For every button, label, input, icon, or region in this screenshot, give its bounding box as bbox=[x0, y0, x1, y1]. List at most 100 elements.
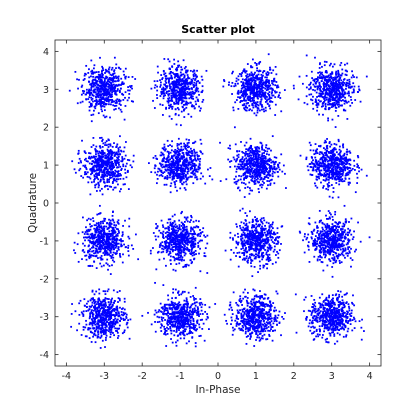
data-point bbox=[91, 82, 94, 85]
data-point bbox=[162, 86, 165, 89]
data-point bbox=[315, 175, 318, 178]
data-point bbox=[241, 156, 244, 159]
data-point bbox=[113, 224, 116, 226]
data-point bbox=[159, 154, 162, 157]
data-point bbox=[342, 95, 345, 98]
data-point bbox=[104, 72, 106, 74]
data-point bbox=[104, 184, 107, 187]
data-point bbox=[113, 235, 116, 238]
data-point bbox=[236, 92, 239, 95]
data-point bbox=[103, 175, 106, 178]
data-point bbox=[323, 79, 326, 81]
data-point bbox=[242, 84, 245, 87]
data-point bbox=[169, 191, 172, 194]
data-point bbox=[271, 135, 274, 138]
data-point bbox=[99, 80, 101, 83]
data-point bbox=[245, 70, 248, 73]
data-point bbox=[246, 186, 249, 189]
data-point bbox=[184, 78, 187, 81]
data-point bbox=[305, 86, 308, 89]
data-point bbox=[122, 183, 125, 186]
data-point bbox=[100, 90, 102, 93]
data-point bbox=[109, 99, 111, 101]
data-point bbox=[345, 157, 348, 160]
data-point bbox=[236, 154, 239, 157]
data-point bbox=[94, 91, 97, 94]
data-point bbox=[262, 92, 265, 95]
data-point bbox=[251, 157, 254, 160]
data-point bbox=[197, 90, 200, 93]
data-point bbox=[334, 165, 337, 168]
data-point bbox=[318, 171, 321, 174]
data-point bbox=[201, 152, 204, 155]
data-point bbox=[237, 89, 240, 92]
data-point bbox=[260, 76, 263, 79]
data-point bbox=[192, 173, 195, 176]
data-point bbox=[92, 254, 95, 257]
data-point bbox=[108, 230, 111, 233]
data-point bbox=[172, 161, 174, 164]
data-point bbox=[246, 88, 249, 91]
data-point bbox=[247, 149, 250, 152]
data-point bbox=[256, 86, 259, 89]
data-point bbox=[192, 70, 194, 73]
data-point bbox=[107, 240, 109, 243]
cluster-9 bbox=[149, 210, 227, 274]
data-point bbox=[113, 173, 116, 176]
data-point bbox=[268, 104, 271, 107]
data-point bbox=[254, 105, 257, 108]
data-point bbox=[334, 92, 336, 95]
data-point bbox=[191, 164, 194, 166]
data-point bbox=[97, 86, 100, 89]
data-point bbox=[109, 161, 112, 164]
data-point bbox=[318, 67, 321, 69]
data-point bbox=[189, 69, 192, 72]
data-point bbox=[167, 101, 170, 104]
data-point bbox=[184, 79, 187, 82]
data-point bbox=[246, 106, 249, 109]
data-points bbox=[68, 53, 371, 349]
data-point bbox=[326, 76, 329, 78]
data-point bbox=[178, 64, 181, 67]
data-point bbox=[177, 74, 179, 77]
data-point bbox=[116, 84, 119, 87]
data-point bbox=[325, 85, 327, 88]
data-point bbox=[344, 69, 347, 72]
data-point bbox=[335, 92, 338, 95]
data-point bbox=[252, 155, 255, 158]
data-point bbox=[332, 172, 335, 175]
data-point bbox=[267, 53, 270, 56]
data-point bbox=[327, 169, 330, 172]
data-point bbox=[177, 103, 180, 105]
data-point bbox=[265, 146, 267, 149]
data-point bbox=[310, 166, 313, 169]
data-point bbox=[121, 244, 123, 247]
data-point bbox=[109, 225, 112, 227]
data-point bbox=[109, 165, 112, 168]
data-point bbox=[83, 233, 86, 235]
cluster-1 bbox=[150, 58, 208, 127]
data-point bbox=[95, 164, 98, 167]
data-point bbox=[334, 104, 337, 107]
data-point bbox=[87, 181, 90, 184]
data-point bbox=[333, 162, 336, 165]
data-point bbox=[99, 145, 102, 148]
data-point bbox=[348, 83, 351, 86]
data-point bbox=[93, 174, 96, 177]
data-point bbox=[336, 75, 339, 78]
data-point bbox=[90, 240, 92, 243]
data-point bbox=[169, 166, 171, 169]
data-point bbox=[259, 100, 262, 103]
data-point bbox=[237, 167, 240, 170]
data-point bbox=[90, 155, 93, 158]
data-point bbox=[107, 246, 110, 248]
data-point bbox=[242, 83, 244, 86]
data-point bbox=[249, 93, 252, 96]
data-point bbox=[107, 227, 110, 230]
data-point bbox=[256, 84, 258, 87]
data-point bbox=[85, 64, 88, 67]
data-point bbox=[273, 79, 276, 82]
data-point bbox=[101, 146, 104, 148]
data-point bbox=[108, 161, 111, 164]
data-point bbox=[96, 176, 99, 179]
